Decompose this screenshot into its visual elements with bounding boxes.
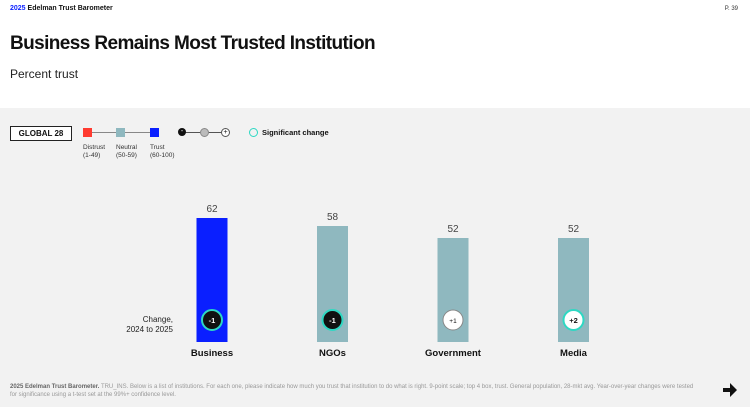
change-badge-ngos — [321, 309, 344, 331]
value-label-business: 62 — [206, 204, 218, 215]
plus-icon: + — [221, 128, 230, 137]
change-badge-government — [442, 309, 464, 331]
change-value-business: -1 — [209, 316, 216, 325]
value-label-government: 52 — [447, 224, 459, 235]
change-value-government: +1 — [449, 318, 457, 325]
change-badge-media — [562, 309, 585, 331]
value-label-media: 52 — [568, 224, 580, 235]
change-label-line1: Change, — [142, 315, 173, 324]
report-year: 2025 — [10, 5, 26, 12]
significant-change-label: Significant change — [262, 128, 329, 137]
change-badge-business — [201, 309, 223, 331]
legend-swatch-neutral — [116, 128, 125, 137]
footnote-text: TRU_INS. Below is a list of institutions… — [10, 384, 694, 398]
legend: GLOBAL 28 Distrust (1-49) Neutral (50-59) … — [10, 126, 350, 166]
legend-label-neutral: Neutral (50-59) — [116, 144, 137, 159]
report-name: Edelman Trust Barometer — [27, 5, 113, 12]
legend-swatch-trust — [150, 128, 159, 137]
category-label-government: Government — [425, 348, 482, 359]
report-brand: 2025 Edelman Trust Barometer — [10, 5, 113, 12]
minus-icon: - — [178, 128, 186, 136]
category-label-business: Business — [191, 348, 233, 359]
region-badge: GLOBAL 28 — [10, 126, 72, 141]
legend-swatch-distrust — [83, 128, 92, 137]
page-subtitle: Percent trust — [10, 67, 79, 81]
significant-change-icon — [249, 128, 258, 137]
value-label-ngos: 58 — [327, 212, 339, 223]
change-label-line2: 2024 to 2025 — [126, 325, 173, 334]
legend-label-trust: Trust (60-100) — [150, 144, 175, 159]
change-value-media: +2 — [569, 316, 578, 325]
change-label: Change, 2024 to 2025 — [118, 315, 173, 335]
category-label-media: Media — [560, 348, 588, 359]
page-number: P. 39 — [724, 6, 738, 12]
legend-label-distrust: Distrust (1-49) — [83, 144, 106, 159]
neutral-dot-icon — [200, 128, 209, 137]
change-value-ngos: -1 — [329, 316, 336, 325]
footnote: 2025 Edelman Trust Barometer. TRU_INS. B… — [10, 383, 700, 399]
footnote-source: 2025 Edelman Trust Barometer. — [10, 384, 100, 390]
next-arrow-icon[interactable] — [722, 382, 738, 398]
page-title: Business Remains Most Trusted Institutio… — [10, 33, 376, 54]
chart-panel — [0, 108, 750, 407]
category-label-ngos: NGOs — [319, 348, 346, 359]
